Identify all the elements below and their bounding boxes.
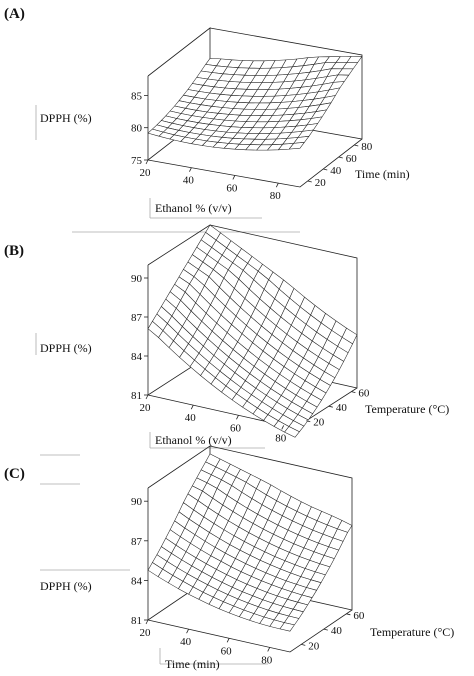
y-tick-label: 60 — [353, 610, 365, 622]
z-tick-label: 75 — [131, 155, 143, 167]
z-tick-label: 87 — [131, 312, 143, 324]
y-tick-mark — [307, 180, 312, 183]
x-tick-label: 20 — [140, 627, 152, 639]
y-tick-label: 60 — [346, 153, 358, 165]
z-tick-label: 90 — [131, 273, 143, 285]
y-tick-mark — [346, 613, 351, 616]
y-tick-mark — [351, 391, 356, 394]
x-axis-label: Ethanol % (v/v) — [155, 201, 232, 215]
y-tick-label: 40 — [330, 165, 342, 177]
x-tick-mark — [186, 628, 189, 634]
surface-plot-ethanol-temperature: 81 84 87 90 20 40 60 80 20 40 60 (B) DPPH (%) Ethanol… — [4, 224, 449, 456]
surface-cell — [147, 128, 164, 137]
z-axis-label: DPPH (%) — [40, 341, 92, 355]
x-tick-label: 40 — [183, 175, 195, 187]
z-axis-label: DPPH (%) — [40, 111, 92, 125]
x-tick-label: 40 — [185, 412, 197, 424]
box-floor — [147, 138, 363, 188]
y-tick-label: 20 — [315, 177, 327, 189]
surface-plot-time-temperature: 81 84 87 90 20 40 60 80 20 40 60 (C) DPPH (%) Time (m… — [4, 445, 454, 671]
z-axis-label: DPPH (%) — [40, 579, 92, 593]
y-axis-label: Temperature (°C) — [365, 402, 449, 416]
y-tick-label: 80 — [361, 141, 373, 153]
y-tick-mark — [301, 643, 306, 646]
y-tick-label: 40 — [331, 625, 343, 637]
panel-label: (A) — [4, 6, 25, 22]
panel-label: (C) — [4, 466, 25, 482]
x-tick-mark — [267, 647, 271, 652]
x-tick-label: 80 — [270, 190, 282, 202]
z-tick-label: 81 — [131, 390, 142, 402]
surface-cell — [147, 562, 163, 577]
y-tick-label: 60 — [358, 388, 370, 400]
z-tick-label: 80 — [131, 123, 143, 135]
x-tick-label: 20 — [140, 402, 152, 414]
z-tick-label: 84 — [131, 575, 143, 587]
x-tick-label: 80 — [261, 654, 273, 666]
x-tick-mark — [190, 404, 194, 410]
y-tick-mark — [306, 420, 311, 423]
x-tick-mark — [145, 159, 149, 165]
z-tick-label: 87 — [131, 536, 143, 548]
z-tick-label: 81 — [131, 615, 142, 627]
y-tick-mark — [354, 144, 359, 147]
x-axis-label: Ethanol % (v/v) — [155, 433, 232, 447]
x-tick-mark — [281, 425, 285, 430]
x-tick-label: 60 — [230, 422, 242, 434]
y-tick-mark — [323, 168, 328, 171]
y-tick-label: 20 — [313, 417, 325, 429]
x-axis-label: Time (min) — [165, 657, 220, 671]
z-tick-label: 90 — [131, 496, 143, 508]
y-tick-mark — [323, 628, 328, 631]
surface-cell — [147, 321, 164, 338]
y-tick-label: 40 — [336, 402, 348, 414]
z-tick-label: 85 — [131, 90, 143, 102]
y-tick-mark — [338, 156, 343, 159]
z-tick-label: 84 — [131, 351, 143, 363]
x-tick-label: 20 — [140, 167, 152, 179]
y-axis-label: Temperature (°C) — [370, 625, 454, 639]
x-tick-mark — [236, 415, 239, 420]
x-tick-mark — [226, 638, 230, 643]
y-axis-label: Time (min) — [355, 167, 410, 181]
x-tick-label: 40 — [180, 636, 192, 648]
panel-label: (B) — [4, 243, 24, 259]
box-floor — [147, 609, 353, 653]
y-tick-label: 20 — [308, 640, 320, 652]
x-tick-label: 60 — [221, 645, 233, 657]
x-tick-label: 80 — [275, 432, 287, 444]
x-tick-mark — [145, 394, 149, 400]
x-tick-mark — [145, 619, 149, 625]
x-tick-label: 60 — [226, 182, 238, 194]
x-tick-mark — [232, 175, 236, 180]
x-tick-mark — [275, 182, 279, 188]
y-tick-mark — [328, 405, 333, 408]
x-tick-mark — [189, 167, 192, 172]
